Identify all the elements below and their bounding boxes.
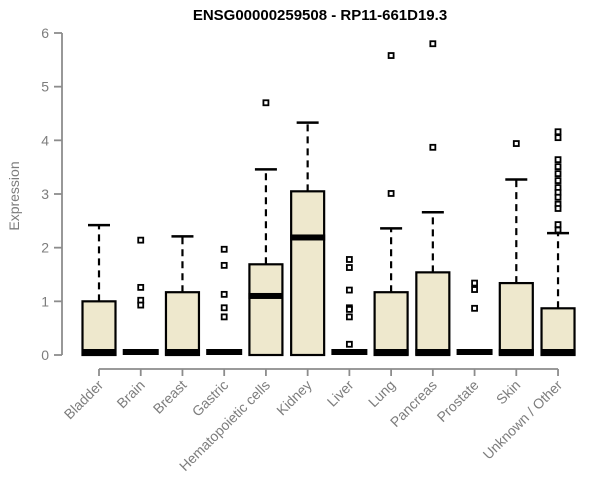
y-tick-label: 3 [41,186,49,202]
outlier-point [554,205,562,212]
outlier-point [262,99,270,107]
median-line [456,349,493,355]
y-tick-label: 1 [41,293,49,309]
x-category-label: Prostate [434,377,482,425]
median-line [290,234,326,241]
outlier-point [137,283,145,291]
median-line [415,349,451,355]
y-tick-label: 4 [41,132,49,148]
outlier-point [554,128,562,136]
median-line [498,349,534,355]
outlier-point [220,290,228,298]
median-line [373,349,409,355]
median-line [206,349,243,355]
y-tick-label: 6 [41,25,49,41]
outlier-point [345,313,353,321]
x-category-label: Lung [365,377,398,410]
x-category-label: Breast [150,377,190,417]
outlier-point [220,304,228,312]
x-category-label: Kidney [273,377,315,419]
median-line [248,292,284,299]
outlier-point [220,313,228,321]
median-line [331,349,368,355]
chart-title: ENSG00000259508 - RP11-661D19.3 [192,7,448,24]
outlier-point [345,256,353,263]
outlier-point [345,340,353,348]
x-category-label: Liver [324,377,357,410]
outlier-point [220,245,228,253]
box [290,190,326,357]
median-line [540,349,576,355]
outlier-point [471,286,478,293]
outlier-point [554,134,562,142]
outlier-point [345,286,353,294]
x-category-label: Brain [113,377,147,411]
y-tick-label: 0 [41,347,49,363]
outlier-point [512,140,520,147]
box [81,300,117,357]
outlier-point [220,261,228,269]
box [415,271,451,357]
outlier-point [387,52,395,59]
box [540,307,576,357]
outlier-point [345,264,353,271]
box [498,281,534,357]
outlier-point [554,177,562,184]
y-tick-label: 2 [41,240,49,256]
outlier-point [554,163,562,171]
outlier-point [471,304,478,312]
median-line [164,349,200,355]
outlier-point [137,236,145,244]
median-line [81,349,117,355]
outlier-point [554,156,562,164]
x-category-label: Skin [493,377,524,408]
box [164,291,201,357]
outlier-point [345,305,353,313]
outlier-point [554,221,562,228]
outlier-point [471,279,478,287]
median-line [122,349,159,355]
outlier-point [554,193,562,201]
box [248,263,284,357]
y-tick-label: 5 [41,79,49,95]
x-category-label: Bladder [61,377,107,423]
x-category-label: Unknown / Other [480,377,566,463]
box [373,291,409,357]
outlier-point [429,40,437,48]
outlier-point [554,170,562,178]
outlier-point [429,143,437,151]
outlier-point [554,226,562,234]
outlier-point [387,190,395,197]
outlier-point [137,301,145,309]
